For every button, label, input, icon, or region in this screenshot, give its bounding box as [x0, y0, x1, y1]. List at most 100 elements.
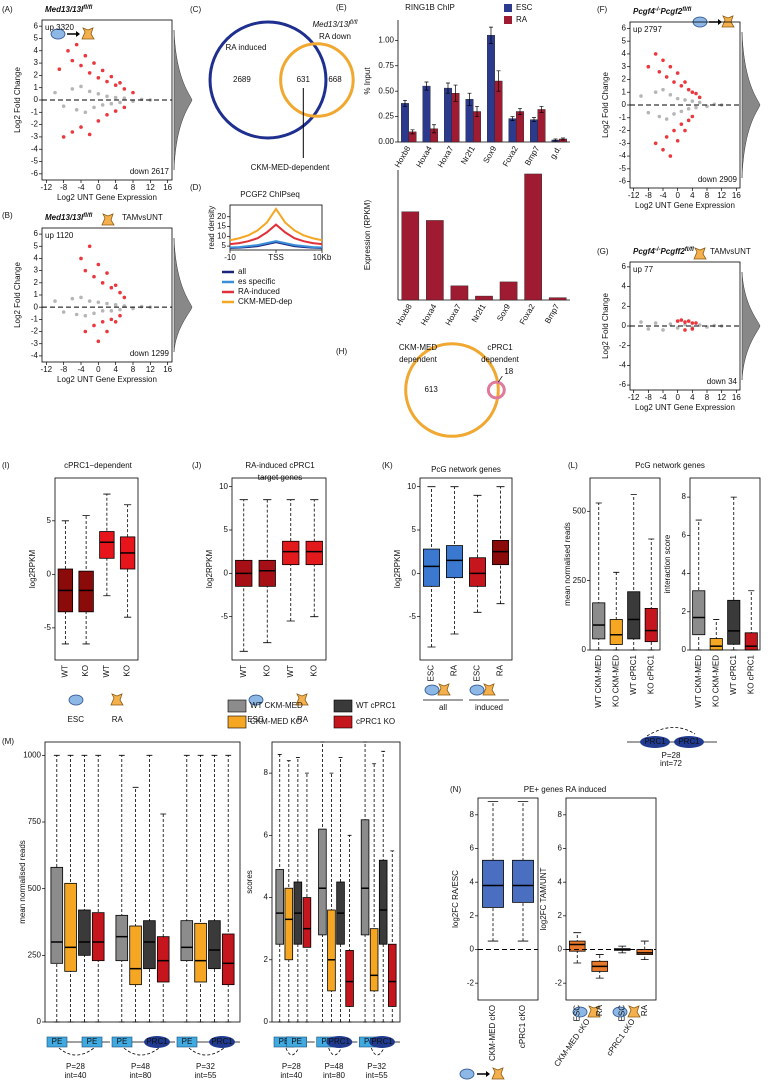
x-tick-label: P=48: [325, 1062, 344, 1071]
x-tick-label: -4: [659, 393, 667, 402]
y-tick-label: 2: [622, 301, 627, 310]
point: [690, 90, 695, 95]
bar: [444, 87, 452, 143]
x-tick-label: P=28: [66, 1062, 85, 1071]
point: [100, 281, 105, 285]
point: [690, 327, 695, 331]
schematic-element: [111, 1036, 133, 1048]
y-axis-label: log2FC RA/ESC: [451, 870, 460, 928]
group-label: ESC: [68, 715, 85, 724]
box: [318, 828, 327, 936]
y-tick-label: 5: [34, 34, 39, 43]
y-tick-label: 5: [412, 525, 417, 534]
y-tick-label: 4: [264, 893, 269, 902]
y-tick-label: 0.25: [378, 112, 394, 121]
error-bar: [467, 92, 472, 106]
plot-title: PcG network genes: [635, 461, 705, 470]
x-tick-label: RA: [640, 1004, 649, 1016]
point: [109, 317, 114, 322]
point: [122, 96, 127, 100]
y-tick-label: 250: [28, 950, 42, 959]
plot-title: Med13/13lfl/fl: [45, 5, 93, 15]
point: [83, 268, 88, 273]
box: [305, 540, 323, 566]
x-tick-label: P=32: [196, 1062, 215, 1071]
venn-set: [486, 380, 506, 400]
category-note: int=80: [323, 1071, 346, 1080]
x-tick-label: KO: [123, 665, 132, 677]
plot-title: cPRC1−dependent: [64, 461, 133, 470]
x-tick-label: KO CKM-MED: [711, 655, 720, 707]
point: [105, 329, 109, 334]
plot-title-part: fl/fl: [83, 5, 92, 11]
group-label: all: [439, 703, 447, 712]
y-tick-label: -5: [409, 612, 417, 621]
whisker-cap: [595, 954, 604, 979]
box: [369, 928, 379, 992]
x-tick-label: 8: [131, 365, 136, 374]
plot-frame: [419, 477, 513, 661]
point: [105, 301, 109, 306]
cell-icon: [248, 694, 264, 706]
y-tick-label: -2: [619, 341, 627, 350]
venn-label: dependent: [399, 355, 438, 364]
whisker-cap: [239, 499, 248, 652]
cell-icon: [693, 247, 707, 260]
panel-label: (E): [336, 3, 347, 12]
point: [694, 105, 698, 110]
point: [100, 103, 105, 107]
point: [109, 309, 114, 313]
y-tick-label: 10: [219, 482, 228, 491]
panel-label: (M): [2, 737, 14, 746]
y-tick-label: 5: [622, 36, 627, 45]
point: [74, 108, 79, 112]
cell-icon: [50, 28, 66, 40]
x-tick-label: 0: [96, 365, 101, 374]
y-tick-label: 1.00: [378, 35, 394, 44]
point: [686, 319, 691, 323]
whisker-cap: [263, 499, 272, 644]
whisker-cap: [427, 486, 436, 648]
schematic-loop: [646, 727, 696, 737]
bar: [401, 103, 409, 143]
whisker-cap: [286, 499, 295, 622]
point: [675, 138, 680, 143]
arrow-head: [76, 31, 80, 37]
whisker-cap: [496, 486, 505, 605]
y-tick-label: -2: [619, 126, 627, 135]
y-tick-label: 6: [264, 830, 269, 839]
y-tick-label: 6: [558, 844, 563, 853]
point: [686, 118, 691, 123]
point: [66, 48, 70, 53]
y-axis-label: log2RPKM: [205, 550, 214, 589]
plot-frame: [44, 741, 241, 1023]
y-tick-label: 2: [682, 607, 687, 616]
point: [639, 94, 643, 98]
point: [109, 74, 114, 79]
venn-label-part: fl/fl: [350, 20, 358, 26]
point: [92, 323, 96, 328]
box: [692, 590, 706, 636]
y-tick-label: -2: [31, 327, 39, 336]
line-series: [229, 223, 323, 246]
x-tick-label: Nr2f1: [470, 302, 488, 324]
y-tick-label: 0: [412, 568, 417, 577]
schematic-label: PRC1: [371, 1037, 393, 1046]
panel-label: (C): [190, 5, 201, 14]
plot-title: PE+ genes RA induced: [524, 785, 607, 794]
plot-title-part: -/-: [655, 247, 661, 253]
plot-title: PCGF2 ChIPseq: [240, 190, 300, 199]
box: [327, 909, 336, 992]
box: [423, 548, 440, 587]
point: [694, 321, 698, 325]
cell-icon: [101, 213, 115, 226]
point: [113, 95, 118, 100]
point: [118, 307, 122, 312]
whisker-cap: [618, 945, 627, 954]
y-tick-label: 8: [470, 810, 475, 819]
point: [675, 96, 680, 101]
point: [96, 262, 101, 267]
bar: [426, 220, 444, 301]
point: [139, 97, 144, 102]
point: [87, 299, 92, 303]
